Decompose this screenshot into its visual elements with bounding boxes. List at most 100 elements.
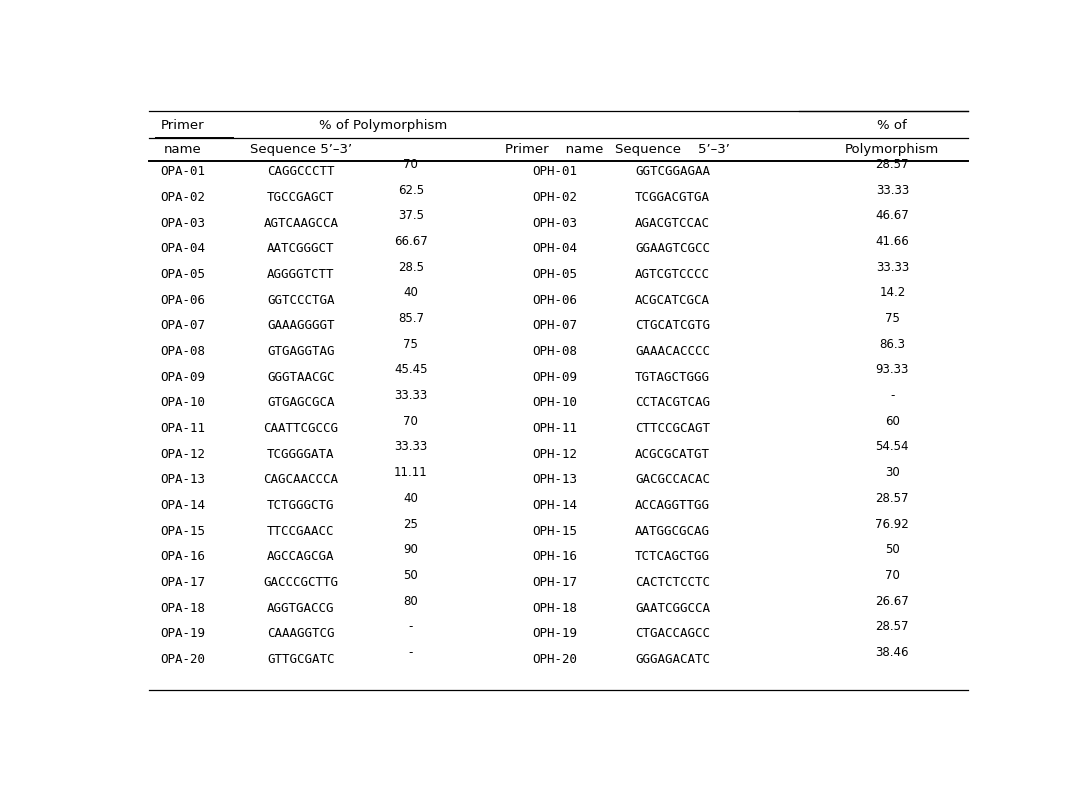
Text: 60: 60	[885, 414, 899, 428]
Text: OPA-07: OPA-07	[160, 319, 205, 332]
Text: Primer: Primer	[161, 119, 205, 133]
Text: CAGCAACCCA: CAGCAACCCA	[264, 473, 339, 487]
Text: OPH-10: OPH-10	[532, 396, 577, 409]
Text: 14.2: 14.2	[880, 287, 906, 299]
Text: 54.54: 54.54	[875, 441, 909, 453]
Text: GACCCGCTTG: GACCCGCTTG	[264, 576, 339, 589]
Text: 28.57: 28.57	[875, 620, 909, 634]
Text: GTTGCGATC: GTTGCGATC	[267, 653, 335, 666]
Text: 50: 50	[403, 569, 419, 582]
Text: CTTCCGCAGT: CTTCCGCAGT	[635, 422, 711, 435]
Text: 46.67: 46.67	[875, 210, 909, 222]
Text: 62.5: 62.5	[398, 183, 424, 197]
Text: % of Polymorphism: % of Polymorphism	[319, 119, 448, 133]
Text: OPH-01: OPH-01	[532, 165, 577, 178]
Text: 45.45: 45.45	[395, 364, 427, 376]
Text: CACTCTCCTC: CACTCTCCTC	[635, 576, 711, 589]
Text: 28.57: 28.57	[875, 158, 909, 171]
Text: 37.5: 37.5	[398, 210, 424, 222]
Text: 66.67: 66.67	[393, 235, 427, 248]
Text: OPA-11: OPA-11	[160, 422, 205, 435]
Text: AGGGGTCTT: AGGGGTCTT	[267, 268, 335, 281]
Text: OPH-06: OPH-06	[532, 294, 577, 306]
Text: OPA-14: OPA-14	[160, 499, 205, 512]
Text: TGCCGAGCT: TGCCGAGCT	[267, 191, 335, 204]
Text: OPA-16: OPA-16	[160, 550, 205, 564]
Text: ACGCATCGCA: ACGCATCGCA	[635, 294, 711, 306]
Text: 80: 80	[403, 595, 419, 607]
Text: Sequence    5’–3’: Sequence 5’–3’	[615, 143, 730, 156]
Text: OPA-08: OPA-08	[160, 345, 205, 358]
Text: Sequence 5’–3’: Sequence 5’–3’	[250, 143, 352, 156]
Text: TCGGGGATA: TCGGGGATA	[267, 448, 335, 461]
Text: 50: 50	[885, 543, 899, 556]
Text: 93.33: 93.33	[875, 364, 909, 376]
Text: 33.33: 33.33	[875, 183, 909, 197]
Text: GTGAGCGCA: GTGAGCGCA	[267, 396, 335, 409]
Text: CAAAGGTCG: CAAAGGTCG	[267, 627, 335, 641]
Text: AGGTGACCG: AGGTGACCG	[267, 602, 335, 615]
Text: OPH-04: OPH-04	[532, 242, 577, 255]
Text: 41.66: 41.66	[875, 235, 909, 248]
Text: OPH-08: OPH-08	[532, 345, 577, 358]
Text: GACGCCACAC: GACGCCACAC	[635, 473, 711, 487]
Text: GGGAGACATC: GGGAGACATC	[635, 653, 711, 666]
Text: GTGAGGTAG: GTGAGGTAG	[267, 345, 335, 358]
Text: OPH-15: OPH-15	[532, 525, 577, 538]
Text: -: -	[409, 646, 413, 659]
Text: 26.67: 26.67	[875, 595, 909, 607]
Text: GGTCCCTGA: GGTCCCTGA	[267, 294, 335, 306]
Text: GGTCGGAGAA: GGTCGGAGAA	[635, 165, 711, 178]
Text: OPA-20: OPA-20	[160, 653, 205, 666]
Text: OPH-19: OPH-19	[532, 627, 577, 641]
Text: -: -	[891, 389, 895, 402]
Text: Primer    name: Primer name	[505, 143, 604, 156]
Text: OPH-17: OPH-17	[532, 576, 577, 589]
Text: OPA-02: OPA-02	[160, 191, 205, 204]
Text: AGCCAGCGA: AGCCAGCGA	[267, 550, 335, 564]
Text: 86.3: 86.3	[880, 337, 906, 351]
Text: OPH-03: OPH-03	[532, 217, 577, 229]
Text: 75: 75	[403, 337, 419, 351]
Text: AGTCGTCCCC: AGTCGTCCCC	[635, 268, 711, 281]
Text: AATCGGGCT: AATCGGGCT	[267, 242, 335, 255]
Text: 33.33: 33.33	[395, 389, 427, 402]
Text: AGACGTCCAC: AGACGTCCAC	[635, 217, 711, 229]
Text: ACGCGCATGT: ACGCGCATGT	[635, 448, 711, 461]
Text: GGAAGTCGCC: GGAAGTCGCC	[635, 242, 711, 255]
Text: TGTAGCTGGG: TGTAGCTGGG	[635, 371, 711, 384]
Text: OPH-20: OPH-20	[532, 653, 577, 666]
Text: AGTCAAGCCA: AGTCAAGCCA	[264, 217, 339, 229]
Text: 76.92: 76.92	[875, 518, 909, 530]
Text: OPA-06: OPA-06	[160, 294, 205, 306]
Text: AATGGCGCAG: AATGGCGCAG	[635, 525, 711, 538]
Text: TCGGACGTGA: TCGGACGTGA	[635, 191, 711, 204]
Text: TTCCGAACC: TTCCGAACC	[267, 525, 335, 538]
Text: GAAAGGGGT: GAAAGGGGT	[267, 319, 335, 332]
Text: 25: 25	[403, 518, 419, 530]
Text: CTGACCAGCC: CTGACCAGCC	[635, 627, 711, 641]
Text: TCTCAGCTGG: TCTCAGCTGG	[635, 550, 711, 564]
Text: OPA-15: OPA-15	[160, 525, 205, 538]
Text: OPH-18: OPH-18	[532, 602, 577, 615]
Text: CTGCATCGTG: CTGCATCGTG	[635, 319, 711, 332]
Text: OPH-16: OPH-16	[532, 550, 577, 564]
Text: 40: 40	[403, 287, 419, 299]
Text: OPH-09: OPH-09	[532, 371, 577, 384]
Text: 70: 70	[403, 158, 419, 171]
Text: OPH-13: OPH-13	[532, 473, 577, 487]
Text: 85.7: 85.7	[398, 312, 424, 325]
Text: OPA-09: OPA-09	[160, 371, 205, 384]
Text: CCTACGTCAG: CCTACGTCAG	[635, 396, 711, 409]
Text: OPH-12: OPH-12	[532, 448, 577, 461]
Text: OPA-03: OPA-03	[160, 217, 205, 229]
Text: OPA-05: OPA-05	[160, 268, 205, 281]
Text: 28.5: 28.5	[398, 260, 424, 274]
Text: GAAACACCCC: GAAACACCCC	[635, 345, 711, 358]
Text: name: name	[164, 143, 202, 156]
Text: OPA-04: OPA-04	[160, 242, 205, 255]
Text: CAATTCGCCG: CAATTCGCCG	[264, 422, 339, 435]
Text: OPA-10: OPA-10	[160, 396, 205, 409]
Text: OPA-17: OPA-17	[160, 576, 205, 589]
Text: OPA-12: OPA-12	[160, 448, 205, 461]
